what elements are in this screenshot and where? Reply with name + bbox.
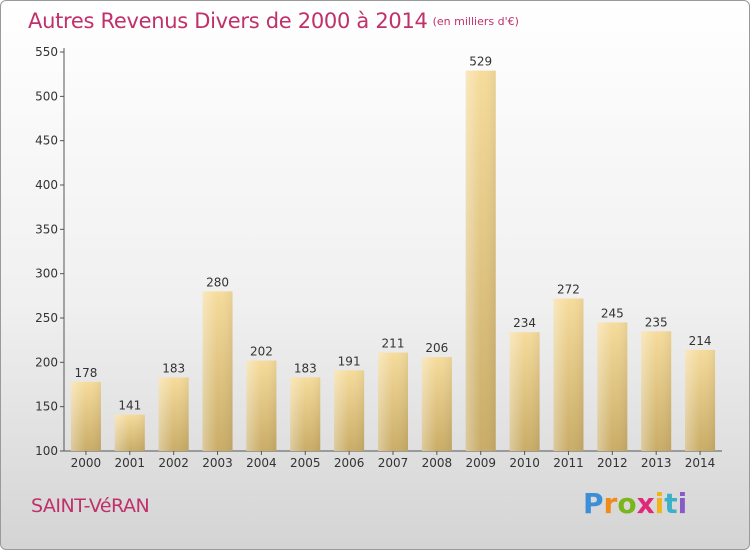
- bar-value-label: 245: [601, 306, 624, 320]
- bar-value-label: 272: [557, 282, 580, 296]
- bar-highlight: [509, 332, 540, 451]
- bar-value-label: 183: [162, 361, 185, 375]
- subtitle-text: (en milliers d'€): [432, 15, 519, 28]
- bar-highlight: [553, 298, 584, 451]
- bar-value-label: 211: [382, 337, 405, 351]
- bar-value-label: 280: [206, 275, 229, 289]
- title-text: Autres Revenus Divers de 2000 à 2014: [28, 9, 428, 33]
- bar-value-label: 183: [294, 361, 317, 375]
- x-tick-label: 2006: [334, 456, 365, 470]
- bar-highlight: [685, 349, 716, 451]
- logo-letter: i: [654, 487, 665, 520]
- logo-letter: P: [583, 487, 604, 520]
- x-tick-label: 2005: [290, 456, 321, 470]
- y-tick-label: 300: [35, 267, 58, 281]
- bar-highlight: [246, 360, 277, 451]
- logo-letter: t: [664, 487, 678, 520]
- bar-value-label: 234: [513, 316, 536, 330]
- bar-value-label: 529: [469, 55, 492, 69]
- logo-letter: i: [677, 487, 688, 520]
- chart-title: Autres Revenus Divers de 2000 à 2014 (en …: [28, 9, 519, 33]
- x-tick-label: 2000: [71, 456, 102, 470]
- y-tick-label: 200: [35, 355, 58, 369]
- y-tick-label: 250: [35, 311, 58, 325]
- x-tick-label: 2013: [641, 456, 672, 470]
- logo-letter: r: [603, 487, 618, 520]
- x-tick-label: 2008: [422, 456, 453, 470]
- y-tick-label: 400: [35, 178, 58, 192]
- x-tick-label: 2007: [378, 456, 409, 470]
- bar-value-label: 214: [689, 334, 712, 348]
- x-tick-label: 2012: [597, 456, 628, 470]
- bar-highlight: [70, 381, 101, 451]
- x-tick-label: 2014: [685, 456, 716, 470]
- bar-value-label: 202: [250, 345, 273, 359]
- bar-value-label: 141: [118, 399, 141, 413]
- commune-name: SAINT-VéRAN: [31, 495, 150, 517]
- logo-letter: o: [617, 487, 637, 520]
- x-tick-label: 2011: [553, 456, 584, 470]
- x-tick-label: 2009: [465, 456, 496, 470]
- bar-highlight: [378, 352, 408, 451]
- y-tick-label: 150: [35, 400, 58, 414]
- y-tick-label: 100: [35, 444, 58, 458]
- bar-highlight: [334, 370, 365, 451]
- bar-value-label: 235: [645, 315, 668, 329]
- y-tick-label: 350: [35, 222, 58, 236]
- bar-highlight: [202, 291, 233, 451]
- bar-highlight: [597, 322, 628, 451]
- bar-value-label: 178: [74, 366, 97, 380]
- logo-letter: x: [636, 487, 655, 520]
- bar-value-label: 191: [338, 354, 361, 368]
- x-tick-label: 2003: [202, 456, 233, 470]
- proxiti-logo: Proxiti: [583, 487, 687, 520]
- y-tick-label: 550: [35, 45, 58, 59]
- bar-highlight: [290, 377, 321, 451]
- bar-highlight: [641, 331, 672, 451]
- x-tick-label: 2002: [158, 456, 189, 470]
- x-tick-label: 2010: [509, 456, 540, 470]
- y-tick-label: 500: [35, 89, 58, 103]
- x-tick-label: 2001: [115, 456, 146, 470]
- bar-highlight: [158, 377, 189, 451]
- y-tick-label: 450: [35, 134, 58, 148]
- x-tick-label: 2004: [246, 456, 277, 470]
- bar-highlight: [421, 357, 452, 451]
- bar-highlight: [114, 414, 145, 451]
- bar-highlight: [465, 70, 496, 452]
- bar-value-label: 206: [425, 341, 448, 355]
